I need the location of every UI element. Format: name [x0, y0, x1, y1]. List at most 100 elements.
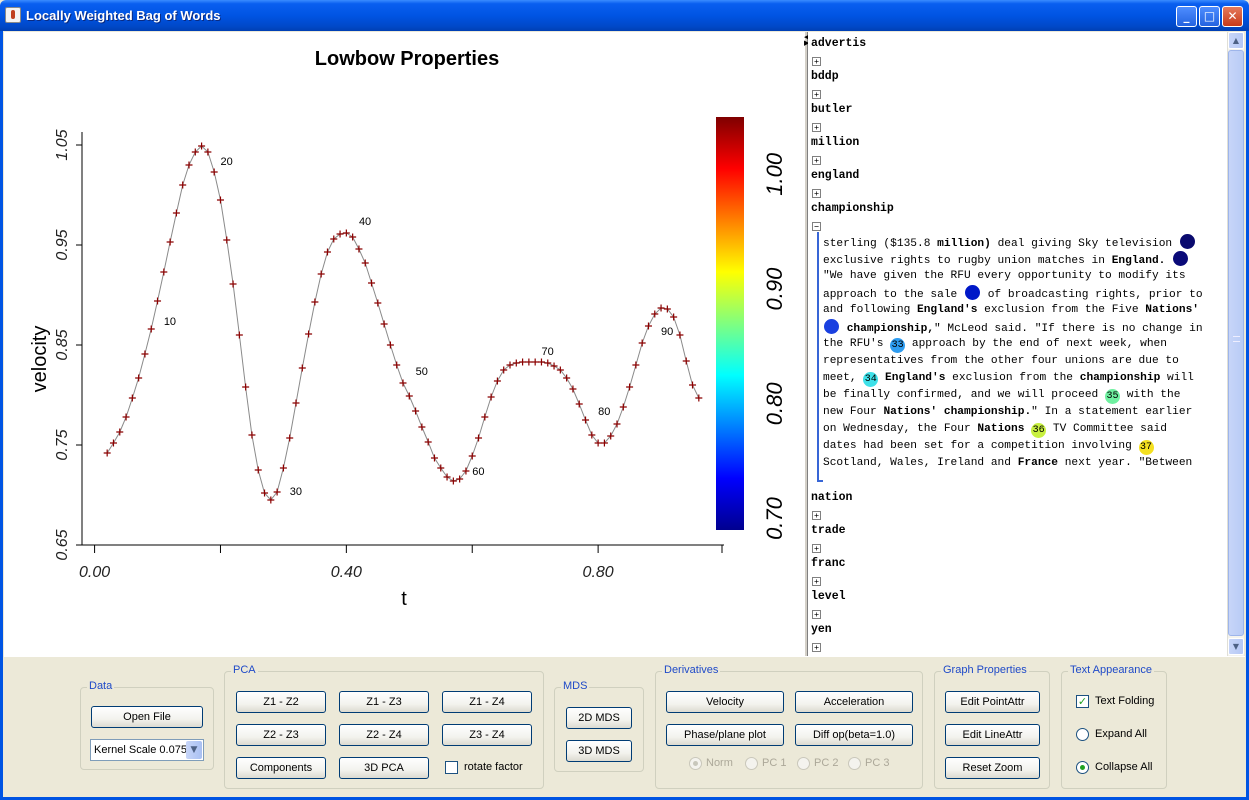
chevron-down-icon[interactable]: ▼ — [186, 741, 202, 759]
title-bar[interactable]: Locally Weighted Bag of Words _ □ ✕ — [0, 0, 1249, 31]
position-marker-33[interactable]: 33 — [890, 338, 906, 353]
position-marker-icon[interactable] — [965, 285, 980, 300]
text-folding-label: Text Folding — [1095, 695, 1155, 707]
components-button[interactable]: Components — [236, 757, 326, 779]
expand-all-radio[interactable] — [1076, 728, 1089, 741]
tree-word-trade[interactable]: trade — [811, 524, 846, 537]
open-file-button[interactable]: Open File — [91, 706, 203, 728]
excerpt-keyword: Nations' — [883, 406, 938, 418]
tree-word-england[interactable]: england — [811, 169, 860, 182]
data-point — [619, 403, 627, 411]
collapse-all-radio[interactable] — [1076, 761, 1089, 774]
expand-plus-icon[interactable]: + — [812, 577, 821, 586]
excerpt-text: next year. "Between — [1058, 457, 1193, 469]
norm-radio[interactable] — [689, 757, 702, 770]
tree-word-bddp[interactable]: bddp — [811, 70, 839, 83]
z2-z4-button[interactable]: Z2 - Z4 — [339, 724, 429, 746]
java-icon[interactable] — [5, 7, 21, 23]
data-point — [651, 310, 659, 318]
point-index-label: 90 — [661, 326, 673, 338]
z2-z3-button[interactable]: Z2 - Z3 — [236, 724, 326, 746]
excerpt-text: sterling ($135.8 — [823, 238, 938, 250]
tree-word-level[interactable]: level — [811, 590, 846, 603]
tree-word-butler[interactable]: butler — [811, 103, 853, 116]
data-group-title: Data — [87, 680, 115, 692]
collapse-minus-icon[interactable]: − — [812, 222, 821, 231]
position-marker-35[interactable]: 35 — [1104, 389, 1120, 404]
split-pane-divider[interactable] — [804, 32, 808, 656]
position-marker-37[interactable]: 37 — [1138, 440, 1154, 455]
edit-lineattr-button[interactable]: Edit LineAttr — [945, 724, 1040, 746]
velocity-button[interactable]: Velocity — [666, 691, 784, 713]
data-point — [135, 374, 143, 382]
tree-word-nation[interactable]: nation — [811, 491, 853, 504]
expand-plus-icon[interactable]: + — [812, 544, 821, 553]
data-point — [449, 477, 457, 485]
data-point — [349, 233, 357, 241]
close-icon[interactable]: ✕ — [1222, 6, 1243, 27]
data-point — [342, 229, 350, 237]
edit-pointattr-button[interactable]: Edit PointAttr — [945, 691, 1040, 713]
pc3-radio[interactable] — [848, 757, 861, 770]
expand-plus-icon[interactable]: + — [812, 643, 821, 652]
text-tree-panel[interactable]: advertis + bddp + butler + million + england + cha… — [808, 32, 1227, 656]
expand-plus-icon[interactable]: + — [812, 511, 821, 520]
z3-z4-button[interactable]: Z3 - Z4 — [442, 724, 532, 746]
z1-z2-button[interactable]: Z1 - Z2 — [236, 691, 326, 713]
phase-plane-plot-button[interactable]: Phase/plane plot — [666, 724, 784, 746]
expand-plus-icon[interactable]: + — [812, 57, 821, 66]
pca-group-title: PCA — [231, 664, 258, 676]
data-point — [537, 358, 545, 366]
tree-word-yen[interactable]: yen — [811, 623, 832, 636]
scroll-up-icon[interactable]: ▲ — [1228, 32, 1244, 49]
excerpt-text: exclusion from the — [945, 372, 1080, 384]
z1-z4-button[interactable]: Z1 - Z4 — [442, 691, 532, 713]
pc2-radio[interactable] — [797, 757, 810, 770]
reset-zoom-button[interactable]: Reset Zoom — [945, 757, 1040, 779]
text-scrollbar[interactable]: ▲ ▼ — [1227, 32, 1244, 656]
excerpt-text: approach to the sale — [823, 289, 964, 301]
pc1-radio[interactable] — [745, 757, 758, 770]
data-point — [600, 439, 608, 447]
scroll-down-icon[interactable]: ▼ — [1228, 638, 1244, 655]
window-frame-bottom — [0, 797, 1249, 800]
expand-plus-icon[interactable]: + — [812, 123, 821, 132]
position-marker-36[interactable]: 36 — [1031, 423, 1047, 438]
tree-word-championship[interactable]: championship — [811, 202, 894, 215]
rotate-factor-checkbox[interactable]: ✓ — [445, 761, 458, 774]
3d-pca-button[interactable]: 3D PCA — [339, 757, 429, 779]
diff-op-button[interactable]: Diff op(beta=1.0) — [795, 724, 913, 746]
excerpt-text: "We have given the RFU every opportunity… — [823, 270, 1186, 282]
minimize-icon[interactable]: _ — [1176, 6, 1197, 27]
position-marker-34[interactable]: 34 — [863, 372, 879, 387]
control-panel: Data Open File Kernel Scale 0.075 ▼ PCA Z… — [4, 656, 1245, 797]
expand-plus-icon[interactable]: + — [812, 189, 821, 198]
kernel-scale-select[interactable]: Kernel Scale 0.075 ▼ — [90, 739, 204, 761]
plot-panel[interactable]: Lowbow Properties 0.65 0.75 0.85 0.95 1.05 0… — [4, 32, 804, 656]
position-marker-icon[interactable] — [1173, 251, 1189, 266]
data-point — [682, 357, 690, 365]
maximize-icon[interactable]: □ — [1199, 6, 1220, 27]
scroll-thumb[interactable] — [1228, 50, 1244, 636]
split-collapse-arrow-icon[interactable]: ◀ ▶ — [804, 33, 810, 47]
text-folding-checkbox[interactable]: ✓ — [1076, 695, 1089, 708]
data-point — [689, 381, 697, 389]
tree-word-franc[interactable]: franc — [811, 557, 846, 570]
colorbar-tick-label: 1.00 — [762, 152, 787, 196]
expand-plus-icon[interactable]: + — [812, 90, 821, 99]
3d-mds-button[interactable]: 3D MDS — [566, 740, 632, 762]
position-marker-icon[interactable] — [824, 319, 839, 334]
tree-word-million[interactable]: million — [811, 136, 860, 149]
data-point — [311, 298, 319, 306]
expand-plus-icon[interactable]: + — [812, 610, 821, 619]
velocity-chart[interactable]: Lowbow Properties 0.65 0.75 0.85 0.95 1.05 0… — [4, 32, 804, 656]
2d-mds-button[interactable]: 2D MDS — [566, 707, 632, 729]
z1-z3-button[interactable]: Z1 - Z3 — [339, 691, 429, 713]
point-index-label: 20 — [220, 156, 232, 168]
expand-plus-icon[interactable]: + — [812, 156, 821, 165]
acceleration-button[interactable]: Acceleration — [795, 691, 913, 713]
tree-word-advertis[interactable]: advertis — [811, 37, 867, 50]
data-point — [235, 331, 243, 339]
position-marker-icon[interactable] — [1179, 234, 1195, 249]
excerpt-text — [1024, 423, 1031, 435]
